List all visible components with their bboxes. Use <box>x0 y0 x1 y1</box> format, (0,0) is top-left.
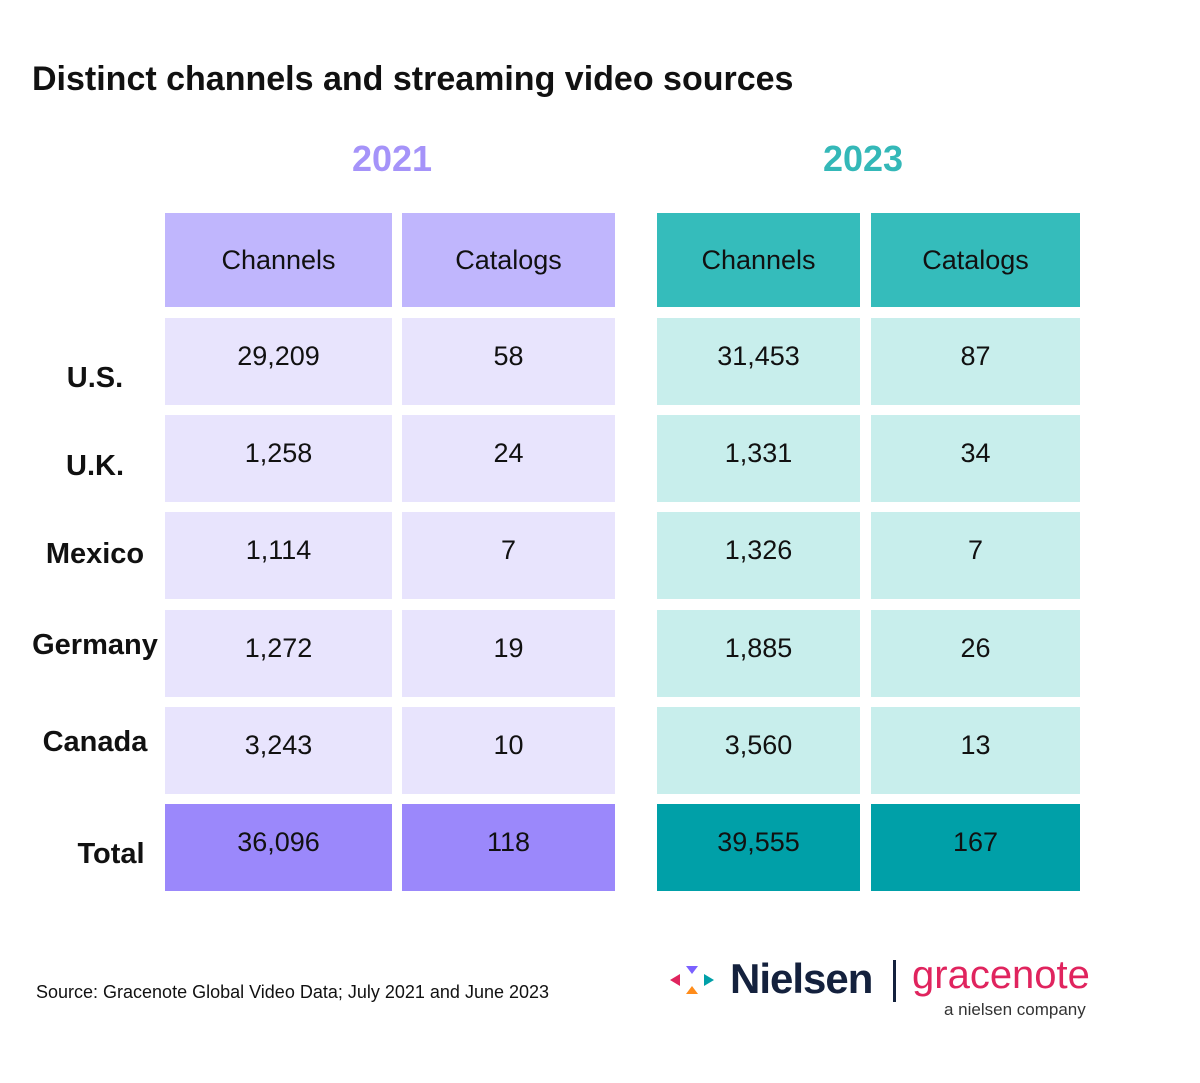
table-cell: 34 <box>871 415 1080 503</box>
row-label: Total <box>77 838 145 870</box>
table-cell: 24 <box>402 415 615 503</box>
table-cell: 19 <box>402 609 615 697</box>
table-cell: 13 <box>871 706 1080 794</box>
table-cell: 87 <box>871 318 1080 405</box>
table-cell: 10 <box>402 706 615 794</box>
row-label: U.S. <box>66 362 124 394</box>
table-cell: 31,453 <box>657 318 860 405</box>
table-cell: 7 <box>402 512 615 600</box>
logo-brand: Nielsen <box>730 955 873 1002</box>
table-cell: 36,096 <box>165 804 392 891</box>
table-cell: 29,209 <box>165 318 392 405</box>
group-label: 2021 <box>351 138 433 179</box>
table-cell: 39,555 <box>657 804 860 891</box>
table-cell: 1,272 <box>165 609 392 697</box>
table-cell: 118 <box>402 804 615 891</box>
logo-tagline: a nielsen company <box>944 1000 1086 1019</box>
column-header: Channels <box>657 213 860 307</box>
group-label: 2023 <box>822 138 904 179</box>
table-cell: 58 <box>402 318 615 405</box>
table-cell: 1,326 <box>657 512 860 600</box>
table-cell: 1,885 <box>657 609 860 697</box>
logo-divider <box>893 960 896 1002</box>
logo-product: gracenote <box>912 953 1090 997</box>
table-cell: 1,114 <box>165 512 392 600</box>
table-cell: 167 <box>871 804 1080 891</box>
column-header: Channels <box>165 213 392 307</box>
table-cell: 7 <box>871 512 1080 600</box>
table-cell: 3,560 <box>657 706 860 794</box>
table-cell: 1,331 <box>657 415 860 503</box>
title: Distinct channels and streaming video so… <box>32 60 794 98</box>
column-header: Catalogs <box>402 213 615 307</box>
row-label: U.K. <box>66 450 124 482</box>
row-label: Germany <box>32 629 158 661</box>
table-cell: 1,258 <box>165 415 392 503</box>
table-cell: 3,243 <box>165 706 392 794</box>
column-header: Catalogs <box>871 213 1080 307</box>
table-cell: 26 <box>871 609 1080 697</box>
source-note: Source: Gracenote Global Video Data; Jul… <box>36 982 550 1002</box>
row-label: Canada <box>42 726 148 758</box>
row-label: Mexico <box>45 538 145 570</box>
logo-icon <box>670 966 714 994</box>
